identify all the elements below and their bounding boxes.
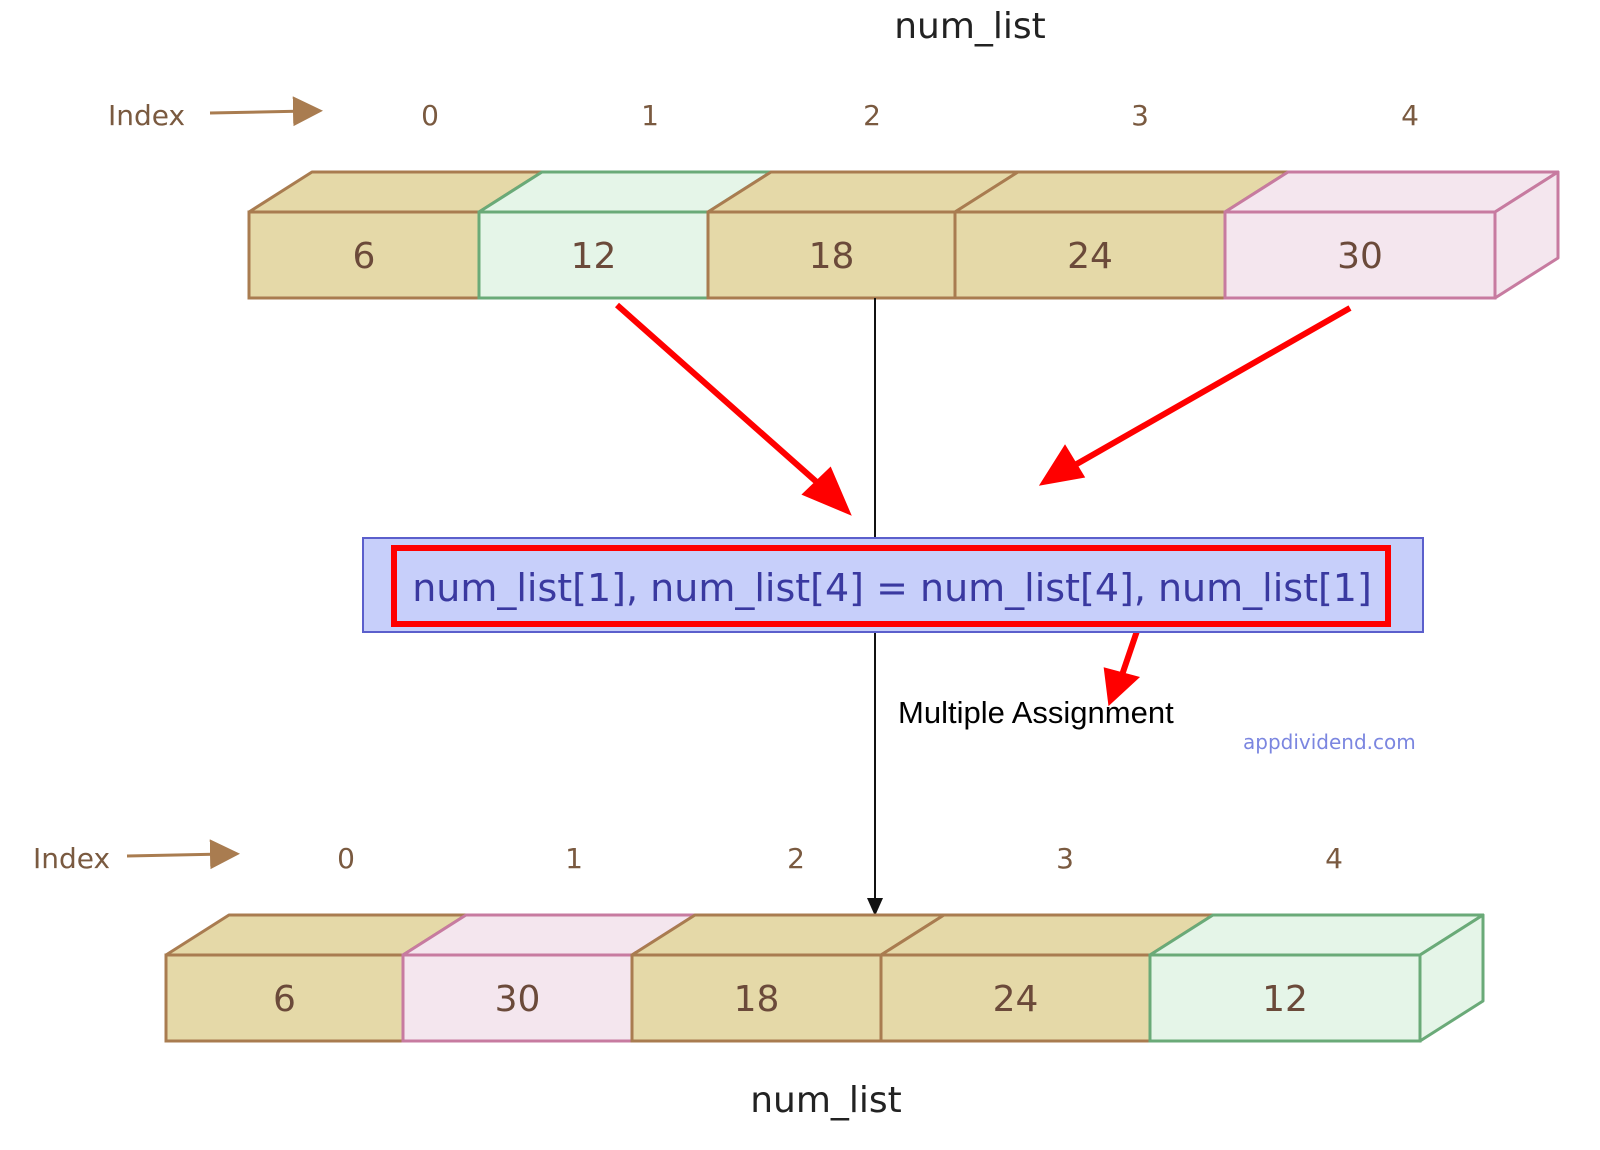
bottom-list-row: 6 0 30 1 18 2 24 3 12 4 bbox=[164, 842, 1485, 1043]
swap-arrow-from-index-1 bbox=[615, 302, 852, 516]
index-number: 3 bbox=[1131, 99, 1149, 132]
cell-front-face bbox=[630, 953, 883, 1043]
top-index-arrow bbox=[209, 96, 323, 127]
list-cell: 30 bbox=[401, 913, 697, 1043]
list-cell: 12 bbox=[1148, 913, 1485, 1043]
cell-value: 6 bbox=[353, 236, 376, 277]
bottom-list-title: num_list bbox=[750, 1080, 902, 1121]
list-cell: 12 bbox=[477, 170, 773, 300]
annotation-arrow bbox=[1103, 627, 1141, 707]
cell-front-face bbox=[1223, 210, 1497, 300]
index-number: 2 bbox=[787, 842, 805, 875]
cell-value: 12 bbox=[571, 236, 617, 277]
annotation-label: Multiple Assignment bbox=[898, 695, 1174, 730]
top-index-label: Index bbox=[108, 99, 185, 132]
top-list-row: 6 0 12 1 18 2 24 3 30 4 bbox=[247, 99, 1560, 300]
list-cell: 24 bbox=[879, 913, 1215, 1043]
index-number: 1 bbox=[565, 842, 583, 875]
list-cell: 30 bbox=[1223, 170, 1560, 300]
list-cell: 6 bbox=[247, 170, 544, 300]
statement-highlight bbox=[391, 545, 1391, 627]
cell-value: 24 bbox=[1067, 236, 1113, 277]
cell-front-face bbox=[477, 210, 710, 300]
index-number: 3 bbox=[1056, 842, 1074, 875]
index-number: 1 bbox=[641, 99, 659, 132]
cell-value: 12 bbox=[1262, 979, 1308, 1020]
swap-arrow-from-index-4 bbox=[1038, 305, 1352, 486]
index-number: 4 bbox=[1401, 99, 1419, 132]
list-cell: 24 bbox=[953, 170, 1290, 300]
list-cell: 18 bbox=[706, 170, 1020, 300]
top-list-title: num_list bbox=[894, 6, 1046, 47]
index-number: 4 bbox=[1325, 842, 1343, 875]
index-number: 0 bbox=[421, 99, 439, 132]
bottom-index-label: Index bbox=[33, 842, 110, 875]
index-number: 0 bbox=[337, 842, 355, 875]
cell-front-face bbox=[879, 953, 1152, 1043]
cell-front-face bbox=[1148, 953, 1422, 1043]
cell-value: 6 bbox=[273, 979, 296, 1020]
cell-value: 18 bbox=[734, 979, 780, 1020]
statement-box bbox=[362, 537, 1424, 633]
cell-front-face bbox=[401, 953, 634, 1043]
watermark: appdividend.com bbox=[1243, 730, 1416, 754]
cell-value: 24 bbox=[993, 979, 1039, 1020]
cell-front-face bbox=[164, 953, 405, 1043]
cell-value: 30 bbox=[1337, 236, 1383, 277]
index-number: 2 bbox=[863, 99, 881, 132]
bottom-index-arrow bbox=[126, 839, 240, 870]
swap-statement: num_list[1], num_list[4] = num_list[4], … bbox=[412, 566, 1372, 610]
cell-value: 18 bbox=[809, 236, 855, 277]
cell-value: 30 bbox=[495, 979, 541, 1020]
list-cell: 6 bbox=[164, 913, 468, 1043]
